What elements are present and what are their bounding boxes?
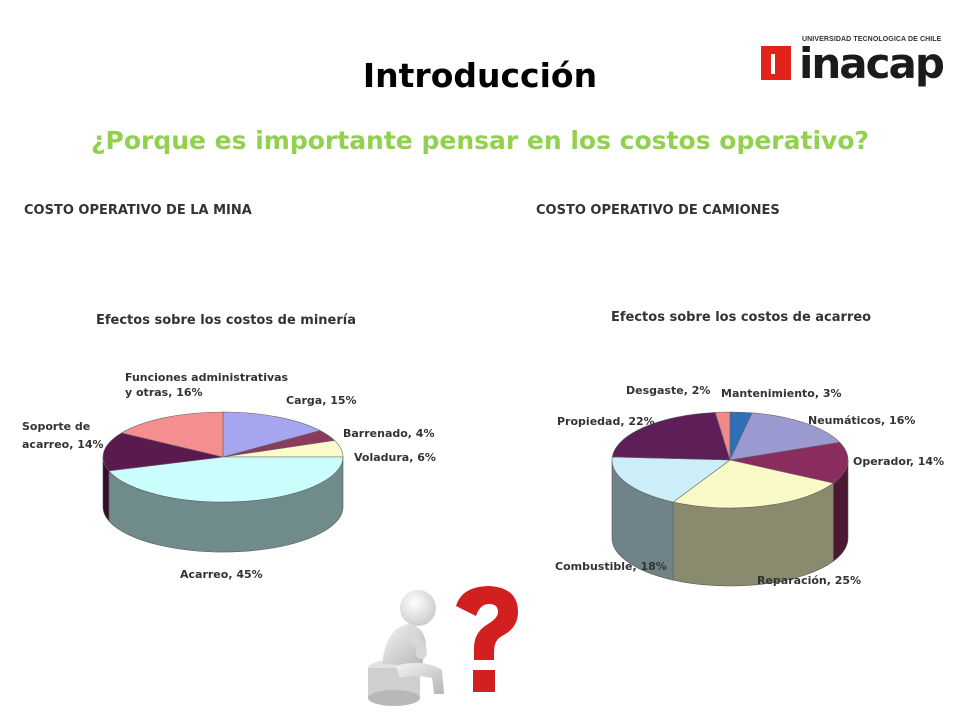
slide-subtitle: ¿Porque es importante pensar en los cost… — [91, 126, 869, 155]
pie-label-0-1: Barrenado, 4% — [343, 427, 435, 440]
pie-slice-1-5 — [611, 412, 731, 461]
pie-slice-1-6 — [714, 411, 731, 461]
pie-label-1-2: Operador, 14% — [853, 455, 944, 468]
logo-wordmark: inacap — [799, 39, 945, 88]
pie-label-1-3: Reparación, 25% — [757, 574, 861, 587]
chart-title-mineria: Efectos sobre los costos de minería — [96, 313, 356, 328]
pie-label-0-0: Carga, 15% — [286, 394, 357, 407]
pie-slice-1-4 — [611, 456, 731, 503]
pie-label-1-0: Mantenimiento, 3% — [721, 387, 842, 400]
pie-slice-1-3 — [672, 459, 835, 509]
pie-slice-0-5 — [120, 411, 224, 458]
pie-label-1-1: Neumáticos, 16% — [808, 414, 915, 427]
slide-title: Introducción — [362, 56, 598, 95]
inacap-logo: UNIVERSIDAD TECNOLOGICA DE CHILE inacap — [757, 34, 945, 90]
pie-label-0-4: Soporte de acarreo, 14% — [22, 420, 104, 451]
pie-chart-acarreo — [611, 411, 849, 587]
section-heading-camiones: COSTO OPERATIVO DE CAMIONES — [536, 203, 780, 218]
pie-slice-0-4 — [102, 432, 224, 472]
pie-slice-1-2 — [729, 442, 849, 484]
logo-mark-icon — [761, 46, 791, 80]
pie-label-1-4: Combustible, 18% — [555, 560, 667, 573]
pie-label-1-6: Desgaste, 2% — [626, 384, 710, 397]
pie-label-0-5: Funciones administrativas y otras, 16% — [125, 371, 289, 399]
pie-label-0-2: Voladura, 6% — [354, 451, 436, 464]
pie-label-1-5: Propiedad, 22% — [557, 415, 655, 428]
logo-university-text: UNIVERSIDAD TECNOLOGICA DE CHILE — [802, 36, 942, 43]
pie-chart-mineria — [102, 411, 344, 553]
pie-slice-0-3 — [108, 456, 344, 503]
pie-slice-1-1 — [729, 412, 841, 461]
pie-label-0-3: Acarreo, 45% — [180, 568, 263, 581]
chart-title-acarreo: Efectos sobre los costos de acarreo — [611, 310, 872, 325]
pie-labels: Carga, 15% Barrenado, 4% Voladura, 6% Acarr… — [22, 371, 944, 587]
thinking-figure-question-icon — [368, 586, 518, 706]
pie-slice-0-0 — [222, 411, 321, 458]
section-heading-mina: COSTO OPERATIVO DE LA MINA — [24, 203, 252, 218]
